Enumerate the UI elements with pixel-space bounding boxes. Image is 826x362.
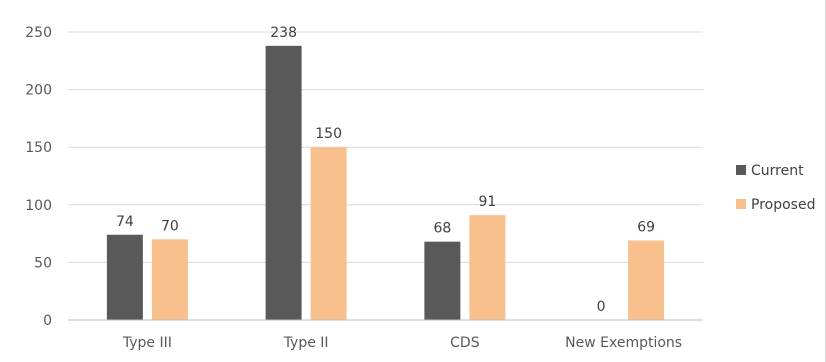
bar-current-0 [106, 234, 143, 320]
data-labels: 74 70 238 150 68 91 0 69 [116, 25, 655, 315]
bar-proposed-2 [469, 215, 506, 320]
data-label: 69 [637, 220, 655, 236]
bar-current-2 [424, 241, 461, 320]
y-tick-label: 0 [43, 313, 52, 329]
data-label: 0 [597, 299, 606, 315]
legend-swatch-proposed [736, 199, 746, 209]
x-tick-label: Type III [122, 335, 172, 351]
x-tick-label: New Exemptions [565, 335, 682, 351]
data-label: 68 [433, 221, 451, 237]
y-tick-label: 200 [25, 83, 52, 99]
gridlines [68, 31, 703, 263]
data-label: 150 [315, 126, 342, 142]
data-label: 70 [161, 218, 179, 234]
y-tick-label: 150 [25, 140, 52, 156]
data-label: 91 [478, 194, 496, 210]
y-tick-label: 100 [25, 198, 52, 214]
legend-swatch-current [736, 165, 746, 175]
x-tick-label: Type II [283, 335, 329, 351]
bar-proposed-1 [310, 147, 347, 320]
bar-current-1 [265, 45, 302, 320]
y-tick-label: 50 [34, 255, 52, 271]
axes: 0 50 100 150 200 250 Type III Type II CDS New Exe… [25, 25, 703, 351]
data-label: 238 [270, 25, 297, 41]
x-tick-label: CDS [450, 335, 480, 351]
bar-proposed-0 [151, 239, 188, 320]
y-tick-label: 250 [25, 25, 52, 41]
bar-proposed-3 [628, 240, 665, 320]
legend-label-current: Current [751, 163, 804, 179]
data-label: 74 [116, 214, 134, 230]
bars [106, 45, 665, 320]
legend: Current Proposed [736, 163, 815, 213]
legend-label-proposed: Proposed [751, 197, 815, 213]
